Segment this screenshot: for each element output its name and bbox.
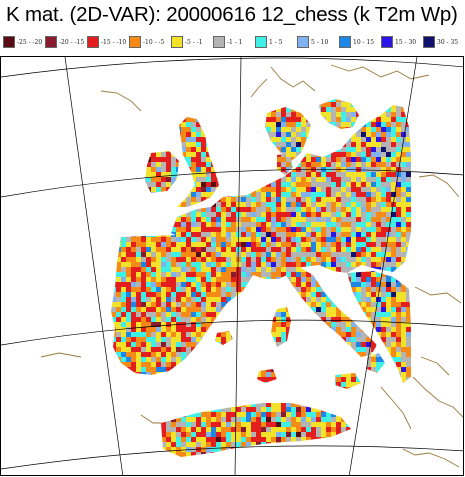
- legend-swatch: [129, 36, 141, 48]
- coastlines: [40, 64, 463, 468]
- legend-item: -1 - 1: [213, 35, 243, 49]
- legend-item: -5 - -1: [171, 35, 203, 49]
- legend-item: 1 - 5: [255, 35, 282, 49]
- legend-label: -5 - -1: [185, 38, 203, 46]
- legend-label: -15 - -10: [101, 38, 127, 46]
- legend-label: 30 - 35: [437, 38, 459, 46]
- field-cells: [111, 99, 411, 457]
- legend-swatch: [297, 36, 309, 48]
- legend-swatch: [171, 36, 183, 48]
- map-title: K mat. (2D-VAR): 20000616 12_chess (k T2…: [6, 3, 458, 26]
- legend-label: -10 - -5: [143, 38, 165, 46]
- map-frame: [0, 56, 464, 476]
- legend-swatch: [255, 36, 267, 48]
- legend-item: 15 - 30: [381, 35, 416, 49]
- legend-swatch: [339, 36, 351, 48]
- legend-label: -20 - -15: [59, 38, 85, 46]
- legend-label: -25 - -20: [17, 38, 43, 46]
- legend-swatch: [3, 36, 15, 48]
- color-legend: -25 - -20 -20 - -15 -15 - -10 -10 - -5 -5 - …: [3, 35, 463, 49]
- legend-item: -20 - -15: [45, 35, 84, 49]
- legend-swatch: [87, 36, 99, 48]
- legend-item: -15 - -10: [87, 35, 126, 49]
- legend-item: -25 - -20: [3, 35, 42, 49]
- map-canvas: [1, 57, 463, 475]
- legend-swatch: [423, 36, 435, 48]
- legend-label: 1 - 5: [269, 38, 283, 46]
- legend-swatch: [45, 36, 57, 48]
- legend-item: 30 - 35: [423, 35, 458, 49]
- legend-swatch: [381, 36, 393, 48]
- legend-label: 10 - 15: [353, 38, 375, 46]
- legend-label: -1 - 1: [227, 38, 243, 46]
- legend-item: 10 - 15: [339, 35, 374, 49]
- legend-item: 5 - 10: [297, 35, 328, 49]
- legend-swatch: [213, 36, 225, 48]
- legend-label: 5 - 10: [311, 38, 329, 46]
- legend-label: 15 - 30: [395, 38, 417, 46]
- legend-item: -10 - -5: [129, 35, 164, 49]
- graticule-lines: [1, 57, 463, 475]
